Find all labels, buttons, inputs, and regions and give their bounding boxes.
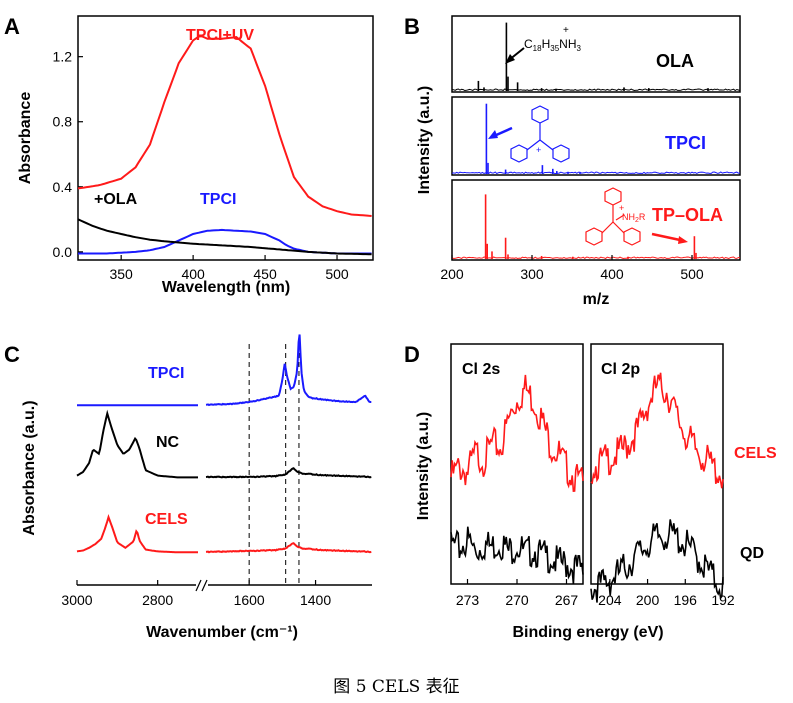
d-series-qd <box>450 526 584 585</box>
figure-caption: 图 5 CELS 表征 <box>333 677 460 697</box>
tpci-arrow <box>493 126 513 138</box>
panel-c-ylabel: Absorbance (a.u.) <box>21 400 38 535</box>
c-label-nc: NC <box>156 434 180 451</box>
panel-d-cl2s-frame <box>450 343 584 585</box>
a-ytick-label: 0.4 <box>53 179 73 195</box>
b-baseline <box>451 88 741 92</box>
a-xtick-label: 400 <box>181 266 205 282</box>
d-label-cl2s: Cl 2s <box>462 361 500 378</box>
panel-a-lines <box>77 35 372 256</box>
panel-d-cl2p-frame <box>590 343 724 585</box>
d-series-qd <box>590 519 724 603</box>
panel-b-letter: B <box>404 14 420 39</box>
panel-c-lines <box>76 334 372 554</box>
panel-a-xlabel: Wavelength (nm) <box>162 279 290 296</box>
legend-ola: +OLA <box>94 191 138 208</box>
tpola-arrow <box>651 232 681 242</box>
panel-a: 350 400 450 500 0.0 0.4 0.8 1.2 Wavelength (nm)… <box>17 15 374 296</box>
c-label-tpci: TPCI <box>148 365 184 382</box>
ola-formula: C18H35NH3 <box>524 37 582 53</box>
panel-b-ola-frame <box>451 15 741 93</box>
trityl-structure-blue <box>510 105 570 163</box>
a-xtick-label: 500 <box>325 266 349 282</box>
legend-tpci-uv: TPCI+UV <box>186 27 254 44</box>
tpola-arrow-head <box>678 236 688 244</box>
panel-a-ylabel: Absorbance <box>17 92 34 185</box>
a-xtick-label: 450 <box>253 266 277 282</box>
c-xtick-label: 1600 <box>234 592 265 608</box>
axis-break-mark-2 <box>201 579 208 592</box>
panel-a-frame <box>77 15 374 261</box>
tpci-arrow-head <box>488 130 498 139</box>
b-ola-text: OLA <box>656 51 694 71</box>
a-ytick-label: 0.0 <box>53 244 73 260</box>
c-xtick-label: 3000 <box>61 592 92 608</box>
d-series-cels <box>590 372 724 489</box>
panel-c-reference-lines <box>248 344 300 585</box>
a-xtick-label: 350 <box>109 266 133 282</box>
panel-b-tpci-frame <box>451 96 741 176</box>
panel-d-ticks: 273 270 267 204 200 196 192 <box>456 579 735 608</box>
c-series-nc <box>76 409 198 479</box>
panel-a-letter: A <box>4 14 20 39</box>
d-series-cels <box>450 374 584 492</box>
c-xtick-label: 1400 <box>300 592 331 608</box>
tpola-nh2r: NH2R <box>622 212 646 224</box>
panel-d-lines <box>450 372 724 603</box>
a-ytick-label: 0.8 <box>53 114 73 130</box>
panel-b-ticks: 200 300 400 500 <box>440 255 704 282</box>
panel-b-tpola-frame <box>451 179 741 261</box>
d-xtick-label: 273 <box>456 592 480 608</box>
b-tpola-text: TP–OLA <box>652 205 723 225</box>
b-baseline <box>451 171 741 175</box>
b-xtick-label: 200 <box>440 266 464 282</box>
c-series-nc <box>205 467 372 479</box>
axis-break-mark-1 <box>195 579 202 592</box>
b-xtick-label: 400 <box>600 266 624 282</box>
d-xtick-label: 267 <box>555 592 579 608</box>
a-series-ola <box>77 218 372 256</box>
panel-d-ylabel: Intensity (a.u.) <box>415 412 432 520</box>
figure-5-svg: A B C D 350 400 450 500 0.0 0.4 0.8 1.2 Wavelen… <box>4 14 777 641</box>
panel-d-xlabel: Binding energy (eV) <box>512 624 663 641</box>
a-ytick-label: 1.2 <box>53 49 73 65</box>
d-xtick-label: 192 <box>711 592 735 608</box>
panel-b: 200 300 400 500 m/z Intensity (a.u.) C18H35… <box>416 15 741 308</box>
d-xtick-label: 200 <box>636 592 660 608</box>
d-label-cels: CELS <box>734 445 777 462</box>
d-xtick-label: 196 <box>674 592 698 608</box>
c-xtick-label: 2800 <box>142 592 173 608</box>
d-xtick-label: 204 <box>598 592 622 608</box>
panel-b-peaks <box>451 22 741 260</box>
legend-tpci: TPCI <box>200 191 236 208</box>
b-xtick-label: 500 <box>680 266 704 282</box>
trityl-structure-red <box>585 187 641 246</box>
d-label-qd: QD <box>740 545 764 562</box>
panel-c: 3000 2800 1600 1400 Wavenumber (cm⁻¹) Absor… <box>21 334 372 641</box>
d-xtick-label: 270 <box>505 592 529 608</box>
d-label-cl2p: Cl 2p <box>601 361 640 378</box>
a-series-tpciuv <box>77 35 372 217</box>
ola-formula-charge: + <box>563 25 569 36</box>
panel-a-ticks: 350 400 450 500 0.0 0.4 0.8 1.2 <box>53 49 349 282</box>
axis-break-gap <box>196 577 208 591</box>
panel-c-letter: C <box>4 342 20 367</box>
tpola-plus: + <box>619 203 624 213</box>
panel-b-ylabel: Intensity (a.u.) <box>416 86 433 194</box>
panel-d-letter: D <box>404 342 420 367</box>
b-tpci-text: TPCI <box>665 133 706 153</box>
panel-b-xlabel: m/z <box>583 291 610 308</box>
b-xtick-label: 300 <box>520 266 544 282</box>
c-series-cels <box>76 514 198 554</box>
ola-arrow-head <box>505 54 515 64</box>
panel-d: 273 270 267 204 200 196 192 Cl 2s Cl 2p CELS Q… <box>415 343 777 641</box>
panel-c-xlabel: Wavenumber (cm⁻¹) <box>146 624 298 641</box>
trityl-plus-blue: + <box>536 145 541 155</box>
c-series-tpci <box>205 334 372 407</box>
c-series-cels <box>205 542 372 554</box>
panel-c-ticks: 3000 2800 1600 1400 <box>61 580 331 608</box>
c-label-cels: CELS <box>145 511 188 528</box>
